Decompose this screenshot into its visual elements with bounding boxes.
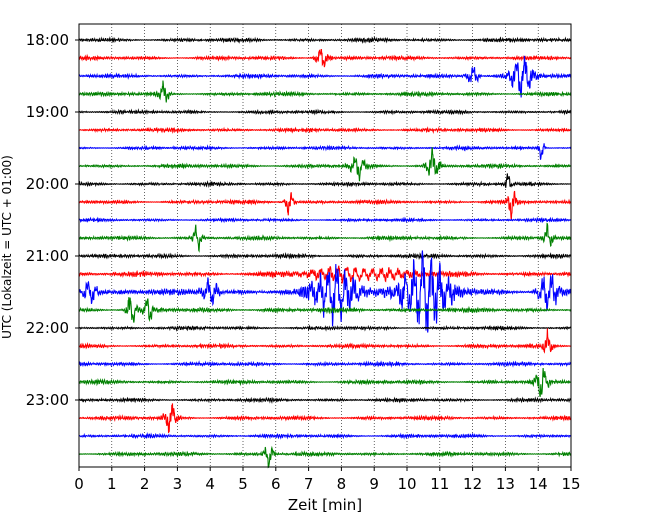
trace-2115 (78, 265, 572, 285)
x-tick-label-12: 12 (463, 475, 482, 493)
x-tick-label-14: 14 (529, 475, 548, 493)
trace-2015 (78, 190, 572, 221)
trace-2100 (78, 251, 572, 261)
plot-frame (78, 23, 572, 468)
seismic-traces (78, 36, 572, 469)
trace-2300 (78, 396, 572, 405)
x-tick-label-7: 7 (304, 475, 314, 493)
trace-2200 (78, 324, 572, 332)
trace-2330 (78, 431, 572, 440)
x-tick-label-5: 5 (238, 475, 248, 493)
trace-2045 (78, 222, 572, 253)
trace-1915 (79, 126, 572, 134)
x-tick-label-15: 15 (561, 475, 580, 493)
y-tick-label-1900: 19:00 (26, 103, 69, 121)
y-axis-label: UTC (Lokalzeit = UTC + 01:00) (0, 155, 14, 339)
trace-2130 (78, 250, 572, 333)
y-tick-label-2200: 22:00 (26, 319, 69, 337)
x-tick-label-6: 6 (271, 475, 281, 493)
trace-2245 (78, 368, 572, 398)
x-tick-label-0: 0 (74, 475, 84, 493)
trace-2145 (78, 297, 572, 323)
y-axis-ticks: 18:00 19:00 20:00 21:00 22:00 23:00 (26, 31, 79, 409)
trace-1930 (78, 143, 572, 160)
x-tick-label-13: 13 (496, 475, 515, 493)
trace-2345 (78, 445, 572, 469)
trace-1830 (78, 55, 572, 98)
trace-1945 (78, 147, 572, 182)
y-tick-label-2300: 23:00 (26, 391, 69, 409)
trace-1815 (78, 49, 572, 68)
trace-2000 (78, 173, 572, 188)
trace-1800 (78, 36, 572, 44)
x-tick-label-10: 10 (397, 475, 416, 493)
grid-lines (111, 24, 539, 467)
y-tick-label-2000: 20:00 (26, 175, 69, 193)
x-tick-label-8: 8 (337, 475, 347, 493)
trace-1900 (78, 108, 572, 116)
trace-2315 (78, 403, 572, 434)
y-tick-label-1800: 18:00 (26, 31, 69, 49)
x-tick-label-11: 11 (430, 475, 449, 493)
x-tick-label-9: 9 (369, 475, 379, 493)
x-tick-label-4: 4 (205, 475, 215, 493)
x-tick-label-1: 1 (107, 475, 117, 493)
trace-1845 (78, 80, 572, 103)
trace-2230 (78, 360, 572, 368)
x-tick-label-3: 3 (173, 475, 183, 493)
x-tick-label-2: 2 (140, 475, 150, 493)
x-axis-label: Zeit [min] (288, 496, 362, 514)
x-axis-ticks: 0 1 2 3 4 5 6 7 8 9 10 11 12 13 14 15 (74, 467, 581, 493)
y-tick-label-2100: 21:00 (26, 247, 69, 265)
trace-2030 (78, 216, 572, 224)
trace-2215 (78, 328, 572, 354)
